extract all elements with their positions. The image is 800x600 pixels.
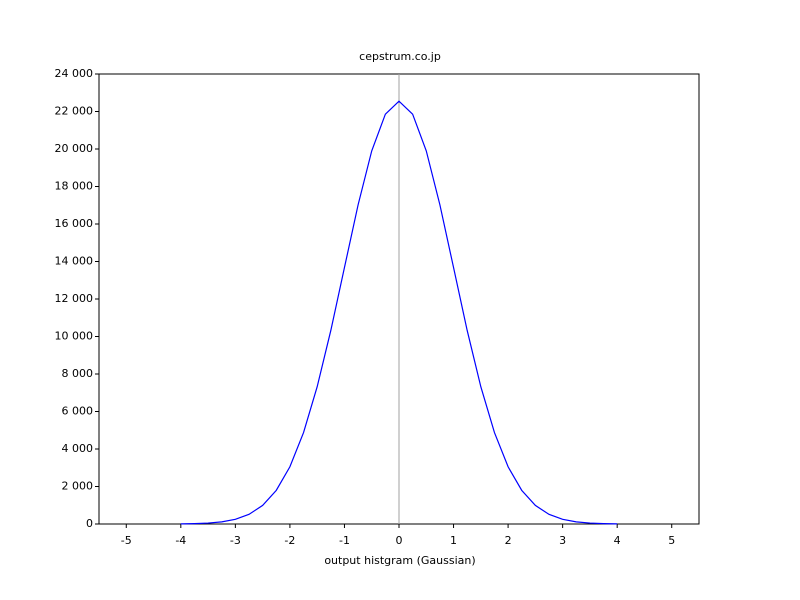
y-tick-label: 8 000 bbox=[62, 367, 94, 380]
x-tick-label: -3 bbox=[230, 534, 241, 547]
y-tick-label: 2 000 bbox=[62, 480, 94, 493]
y-tick-label: 16 000 bbox=[55, 217, 94, 230]
y-tick-label: 6 000 bbox=[62, 405, 94, 418]
x-tick-label: -5 bbox=[121, 534, 132, 547]
y-tick-label: 12 000 bbox=[55, 292, 94, 305]
x-tick-label: -2 bbox=[284, 534, 295, 547]
x-axis-label: output histgram (Gaussian) bbox=[324, 554, 475, 567]
x-tick-label: -4 bbox=[175, 534, 186, 547]
y-tick-label: 22 000 bbox=[55, 105, 94, 118]
y-tick-label: 20 000 bbox=[55, 142, 94, 155]
x-tick-label: 3 bbox=[559, 534, 566, 547]
y-tick-label: 0 bbox=[86, 517, 93, 530]
x-tick-label: 1 bbox=[450, 534, 457, 547]
y-tick-label: 14 000 bbox=[55, 255, 94, 268]
y-tick-label: 4 000 bbox=[62, 442, 94, 455]
x-tick-label: 2 bbox=[505, 534, 512, 547]
x-tick-label: 4 bbox=[614, 534, 621, 547]
x-tick-label: -1 bbox=[339, 534, 350, 547]
x-tick-label: 5 bbox=[668, 534, 675, 547]
chart-title: cepstrum.co.jp bbox=[359, 50, 441, 63]
y-tick-label: 10 000 bbox=[55, 330, 94, 343]
data-line bbox=[180, 100, 618, 525]
y-tick-label: 24 000 bbox=[55, 67, 94, 80]
y-tick-label: 18 000 bbox=[55, 180, 94, 193]
x-tick-label: 0 bbox=[396, 534, 403, 547]
